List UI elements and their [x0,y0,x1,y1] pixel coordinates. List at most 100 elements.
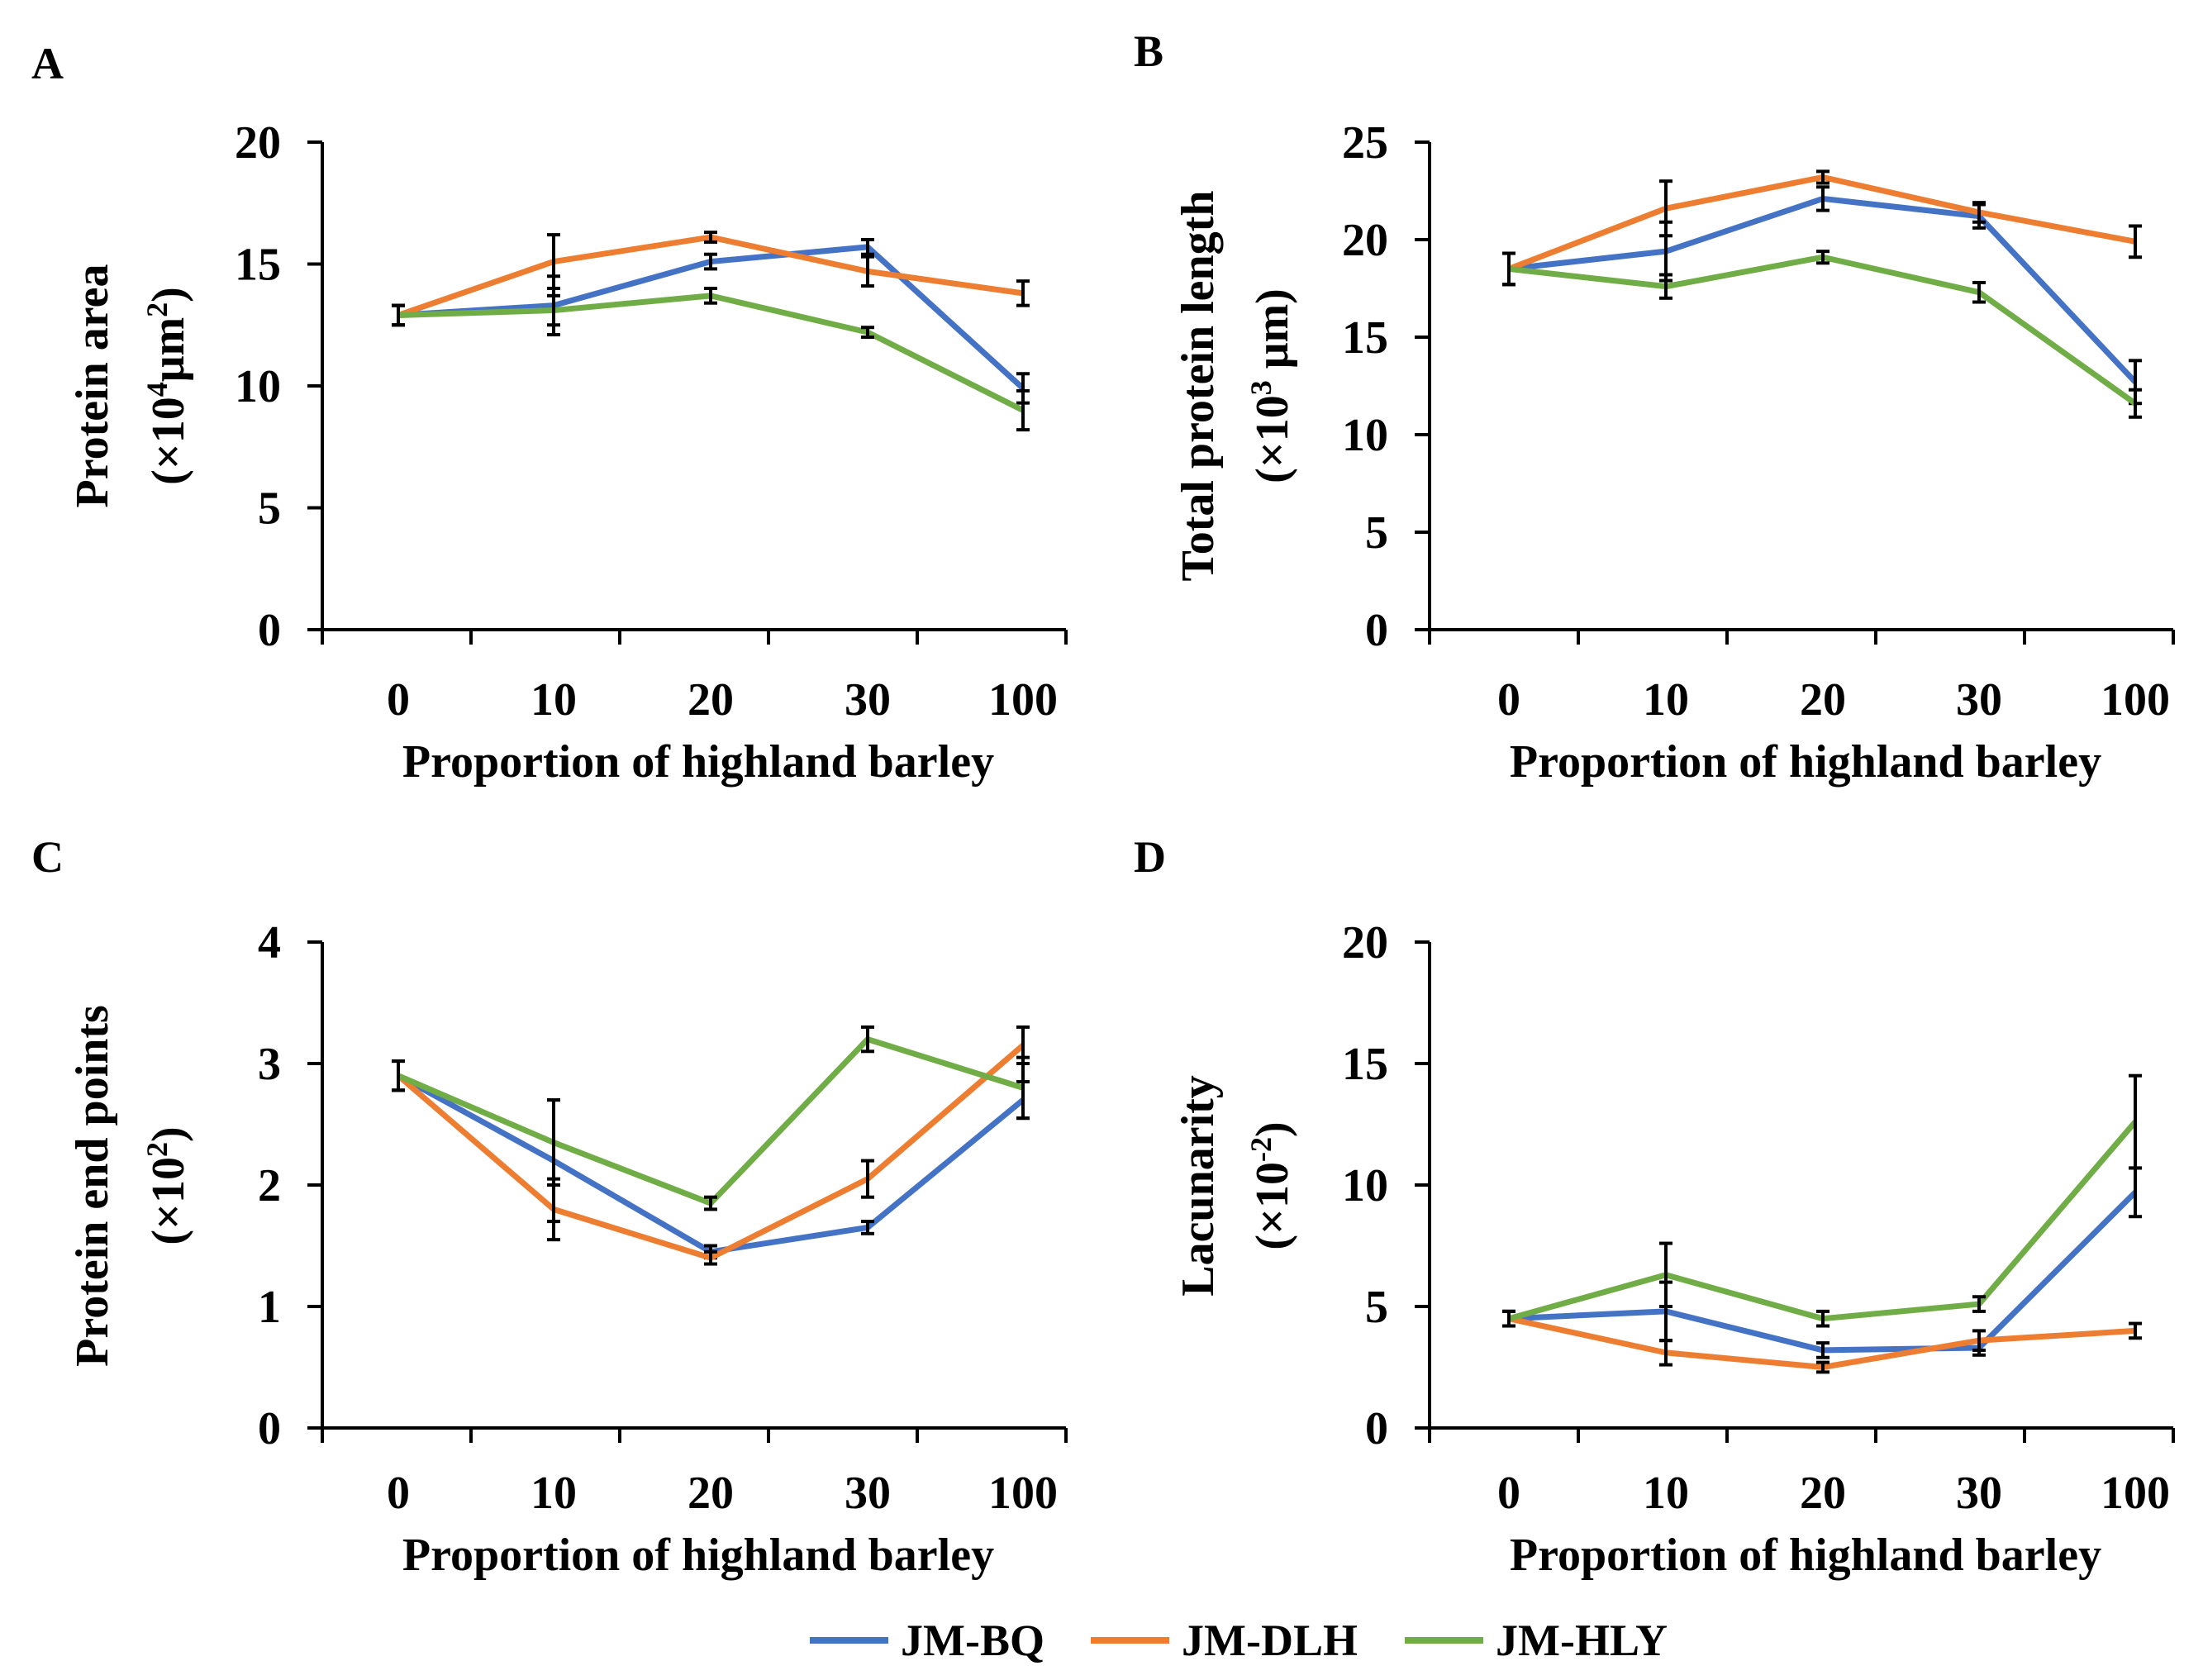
x-tick-label: 20 [688,1468,734,1519]
x-axis-title: Proportion of highland barley [402,736,994,788]
x-tick-label: 30 [845,674,891,726]
y-tick-label: 10 [1342,1160,1388,1211]
error-bar-jm-hly [1016,1055,1030,1121]
y-tick-label: 15 [1342,1039,1388,1090]
y-tick-label: 0 [258,1403,281,1454]
y-axis-unit-text: (×10 [143,397,194,485]
error-bar-jm-dlh [1972,201,1986,224]
x-tick-label: 100 [2101,1468,2170,1519]
error-bar-jm-dlh [1816,169,1829,185]
error-bar-jm-dlh [1816,1360,1829,1374]
y-axis-unit-text: ) [143,1126,194,1142]
error-bar-jm-dlh [704,1249,717,1266]
error-bar-jm-dlh [704,231,717,244]
error-bar-jm-hly [1659,273,1672,300]
y-axis-unit-superscript: 2 [140,1142,174,1157]
y-axis-title: Lacunarity [1173,1075,1224,1297]
x-tick-label: 30 [845,1468,891,1519]
x-tick-label: 10 [531,674,577,726]
y-axis-unit-superscript: 3 [1244,380,1278,395]
error-bar-jm-bq [704,252,717,271]
y-axis-unit-text: ) [1247,1121,1298,1137]
error-bar-jm-dlh [1016,279,1030,307]
x-tick-label: 10 [531,1468,577,1519]
x-tick-label: 10 [1643,674,1689,726]
y-tick-label: 10 [1342,410,1388,461]
y-tick-label: 25 [1342,117,1388,169]
x-tick-label: 30 [1956,674,2002,726]
y-tick-label: 4 [258,917,281,968]
y-axis-unit-superscript: -2 [1244,1137,1278,1162]
y-tick-label: 5 [258,483,281,535]
error-bar-jm-hly [704,1195,717,1211]
y-axis-unit-superscript: 4 [140,382,174,397]
error-bar-jm-hly [1502,251,1515,287]
y-tick-label: 20 [1342,917,1388,968]
error-bar-jm-hly [861,1025,874,1054]
panel-c: C 0 1 2 3 4 0 10 20 30 100 Proportion of highland b… [31,832,1068,1581]
error-bar-jm-hly [1972,1295,1986,1313]
legend-label-jm-hly: JM-HLY [1496,1616,1668,1665]
y-tick-label: 1 [258,1282,281,1333]
x-tick-label: 0 [387,674,410,726]
y-tick-label: 5 [1365,1282,1388,1333]
y-axis-unit-text: (×10 [1247,395,1298,483]
series-line-jm-hly [397,293,1025,413]
y-axis-unit: (×103 μm) [1244,288,1298,483]
y-tick-label: 15 [235,240,281,291]
error-bar-jm-hly [1502,1309,1515,1328]
legend-label-jm-bq: JM-BQ [901,1616,1044,1665]
x-tick-label: 100 [988,674,1058,726]
error-bar-jm-bq [861,1220,874,1235]
error-bar-jm-dlh [1659,1339,1672,1367]
error-bar-jm-hly [2129,388,2142,419]
error-bar-jm-dlh [1659,179,1672,238]
y-axis-unit-text: (×10 [1247,1162,1298,1250]
error-bar-jm-bq [1816,1341,1829,1359]
series-line-jm-dlh [396,1043,1025,1261]
error-bar-jm-bq [1816,185,1829,212]
error-bar-jm-hly [547,293,560,327]
error-bar-jm-dlh [547,233,560,290]
panel-letter: B [1134,26,1163,76]
x-tick-label: 0 [1497,674,1520,726]
error-bar-jm-hly [1816,250,1829,265]
error-bar-jm-hly [392,1059,405,1092]
error-bar-jm-bq [2129,1166,2142,1219]
error-bar-jm-bq [861,238,874,256]
error-bar-jm-dlh [2129,224,2142,259]
x-tick-label: 0 [1497,1468,1520,1519]
y-axis-unit-text: ) [1247,288,1298,304]
x-tick-label: 100 [988,1468,1058,1519]
error-bar-jm-hly [861,326,874,339]
error-bar-jm-hly [547,1098,560,1187]
y-tick-label: 3 [258,1039,281,1090]
panel-letter: D [1134,832,1166,882]
x-tick-label: 20 [1800,1468,1846,1519]
y-axis-unit-text: (×10 [143,1157,194,1245]
y-axis-title: Total protein length [1173,191,1224,582]
y-axis-unit-text: ) [143,287,194,302]
error-bar-jm-dlh [1972,1329,1986,1352]
error-bar-jm-hly [704,287,717,305]
error-bar-jm-dlh [861,1159,874,1199]
y-axis-unit-text: μm [143,317,194,382]
error-bar-jm-hly [2129,1073,2142,1170]
y-tick-label: 0 [258,605,281,656]
y-axis-unit-text: μm [1247,304,1298,380]
x-axis-title: Proportion of highland barley [402,1530,994,1581]
x-tick-label: 30 [1956,1468,2002,1519]
y-axis-unit: (×104μm2) [140,287,194,485]
y-tick-label: 15 [1342,312,1388,364]
y-tick-label: 10 [235,361,281,412]
panel-letter: C [31,832,64,882]
y-tick-label: 20 [1342,215,1388,266]
y-axis-unit: (×102) [140,1126,194,1245]
y-axis-unit: (×10-2) [1244,1121,1298,1249]
panel-letter: A [31,39,64,88]
error-bar-jm-hly [1016,388,1030,432]
y-tick-label: 2 [258,1160,281,1211]
y-axis-title: Protein area [67,264,118,508]
